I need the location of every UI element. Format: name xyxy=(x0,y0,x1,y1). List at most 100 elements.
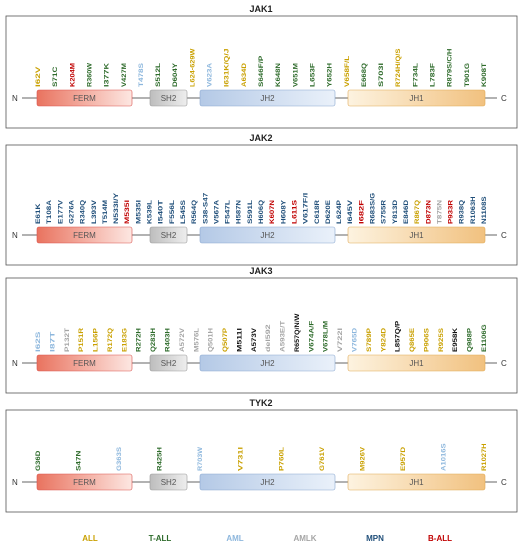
domain-label: JH1 xyxy=(409,94,424,103)
domain-jh1: JH1 xyxy=(347,473,486,491)
mutation-label: T901G xyxy=(465,63,471,87)
mutation-label: A634D xyxy=(242,62,248,87)
mutation-label: M926V xyxy=(360,447,366,471)
mutation-label: E958K xyxy=(453,327,459,352)
domain-label: JH2 xyxy=(260,231,275,240)
mutation-label: I377K xyxy=(105,62,111,87)
domain-label: SH2 xyxy=(161,231,177,240)
mutation-label: R867Q xyxy=(415,200,421,224)
domain-jh2: JH2 xyxy=(199,89,336,107)
mutation-label: R724H/Q/S xyxy=(396,49,402,87)
mutation-label: G36D xyxy=(36,450,42,471)
c-terminus-label: C xyxy=(501,94,507,103)
mutation-label: R657Q/N/W xyxy=(295,313,301,352)
mutation-label: L545S xyxy=(181,200,187,224)
domain-label: JH2 xyxy=(260,94,275,103)
domain-ferm: FERM xyxy=(36,354,133,372)
mutation-label: G761V xyxy=(320,447,326,471)
domain-ferm: FERM xyxy=(36,89,133,107)
mutation-label: D620E xyxy=(326,200,332,224)
mutation-label: L653F xyxy=(311,63,317,87)
domain-label: JH2 xyxy=(260,359,275,368)
domain-label: FERM xyxy=(73,359,96,368)
mutation-label: M535I xyxy=(125,200,131,224)
mutation-label: Y652H xyxy=(328,63,334,87)
mutation-label: A572V xyxy=(180,328,186,352)
mutation-label: I87T xyxy=(50,331,56,352)
mutation-label: T108A xyxy=(47,199,53,224)
mutation-label: R425H xyxy=(158,447,164,471)
mutation-label: V658F/L xyxy=(345,55,351,87)
legend-item-b-all: B-ALL xyxy=(428,534,452,543)
domain-label: FERM xyxy=(73,94,96,103)
c-terminus-label: C xyxy=(501,478,507,487)
domain-jh1: JH1 xyxy=(347,89,486,107)
domain-jh1: JH1 xyxy=(347,354,486,372)
panel-title: JAK2 xyxy=(249,133,272,143)
n-terminus-label: N xyxy=(12,359,18,368)
mutation-label: V427M xyxy=(122,63,128,87)
domain-sh2: SH2 xyxy=(149,354,188,372)
domain-jh2: JH2 xyxy=(199,226,336,244)
domain-label: JH1 xyxy=(409,231,424,240)
mutation-label: V567A xyxy=(214,199,220,224)
mutation-label: F547L xyxy=(226,200,232,224)
panel-jak2: JAK2 N C FERM SH2 JH2 JH1 E61K T108A E177V G276A R3… xyxy=(5,133,518,266)
panel-frame xyxy=(5,144,518,266)
mutation-label: S755R xyxy=(382,199,388,224)
mutation-label: E668Q xyxy=(362,63,368,87)
mutation-label: N1108S xyxy=(482,196,488,224)
mutation-label: A573V xyxy=(252,328,258,352)
mutation-label: F556L xyxy=(170,200,176,224)
mutation-label: R403H xyxy=(166,328,172,352)
mutation-label: E957D xyxy=(401,446,407,471)
mutation-label: R172Q xyxy=(108,328,114,352)
panel-frame xyxy=(5,277,518,394)
panel-title: TYK2 xyxy=(249,398,272,408)
mutation-label: Q283H xyxy=(151,328,157,352)
mutation-label: V765D xyxy=(353,327,359,352)
mutation-label: Q507P xyxy=(223,328,229,352)
mutation-label: R272H xyxy=(137,328,143,352)
n-terminus-label: N xyxy=(12,94,18,103)
mutation-label: H606Q xyxy=(259,200,265,224)
mutation-label: L393V xyxy=(92,200,98,224)
mutation-label: T875N xyxy=(437,200,443,224)
mutation-label: I62V xyxy=(36,67,42,87)
legend-item-all: ALL xyxy=(82,534,98,543)
mutation-label: K204M xyxy=(70,63,76,87)
panel-jak1: JAK1 N C FERM SH2 JH2 JH1 I62V S71C K204M R360W I37… xyxy=(5,4,518,129)
domain-label: SH2 xyxy=(161,478,177,487)
mutation-label: R683S/G xyxy=(371,192,377,224)
mutation-label: F734L xyxy=(413,63,419,87)
mutation-label: G363S xyxy=(117,447,123,471)
mutation-label: E177V xyxy=(58,200,64,224)
mutation-label: A593E/T xyxy=(281,320,287,352)
mutation-label: T478S xyxy=(139,63,145,87)
panel-title: JAK1 xyxy=(249,4,272,14)
mutation-label: V617F/I xyxy=(304,192,310,224)
mutation-label: K908T xyxy=(482,63,488,87)
mutation-label: R703W xyxy=(198,447,204,471)
mutation-label: V623A xyxy=(208,62,214,87)
mutation-label: S703I xyxy=(379,63,385,87)
mutation-label: P151R xyxy=(79,327,85,352)
n-terminus-label: N xyxy=(12,478,18,487)
domain-sh2: SH2 xyxy=(149,473,188,491)
c-terminus-label: C xyxy=(501,359,507,368)
mutation-label: A1016S xyxy=(442,443,448,471)
mutation-label: R360W xyxy=(88,63,94,87)
legend: ALL T-ALL AML AMLK MPN B-ALL xyxy=(82,534,452,543)
mutation-label: del592 xyxy=(266,323,272,352)
mutation-label: Y813D xyxy=(393,199,399,224)
mutation-label: M511I xyxy=(237,328,243,352)
domain-label: FERM xyxy=(73,478,96,487)
mutation-label: Y824D xyxy=(381,327,387,352)
panel-tyk2: TYK2 N C FERM SH2 JH2 JH1 G36D S47N G363S R425H R70… xyxy=(5,398,518,513)
mutation-label: P906S xyxy=(425,328,431,352)
mutation-label: P760L xyxy=(279,447,285,471)
domain-label: JH1 xyxy=(409,478,424,487)
mutation-label: L624-629W xyxy=(190,48,196,87)
mutation-label: S789P xyxy=(367,328,373,352)
mutation-label: N533I/Y xyxy=(114,193,120,224)
